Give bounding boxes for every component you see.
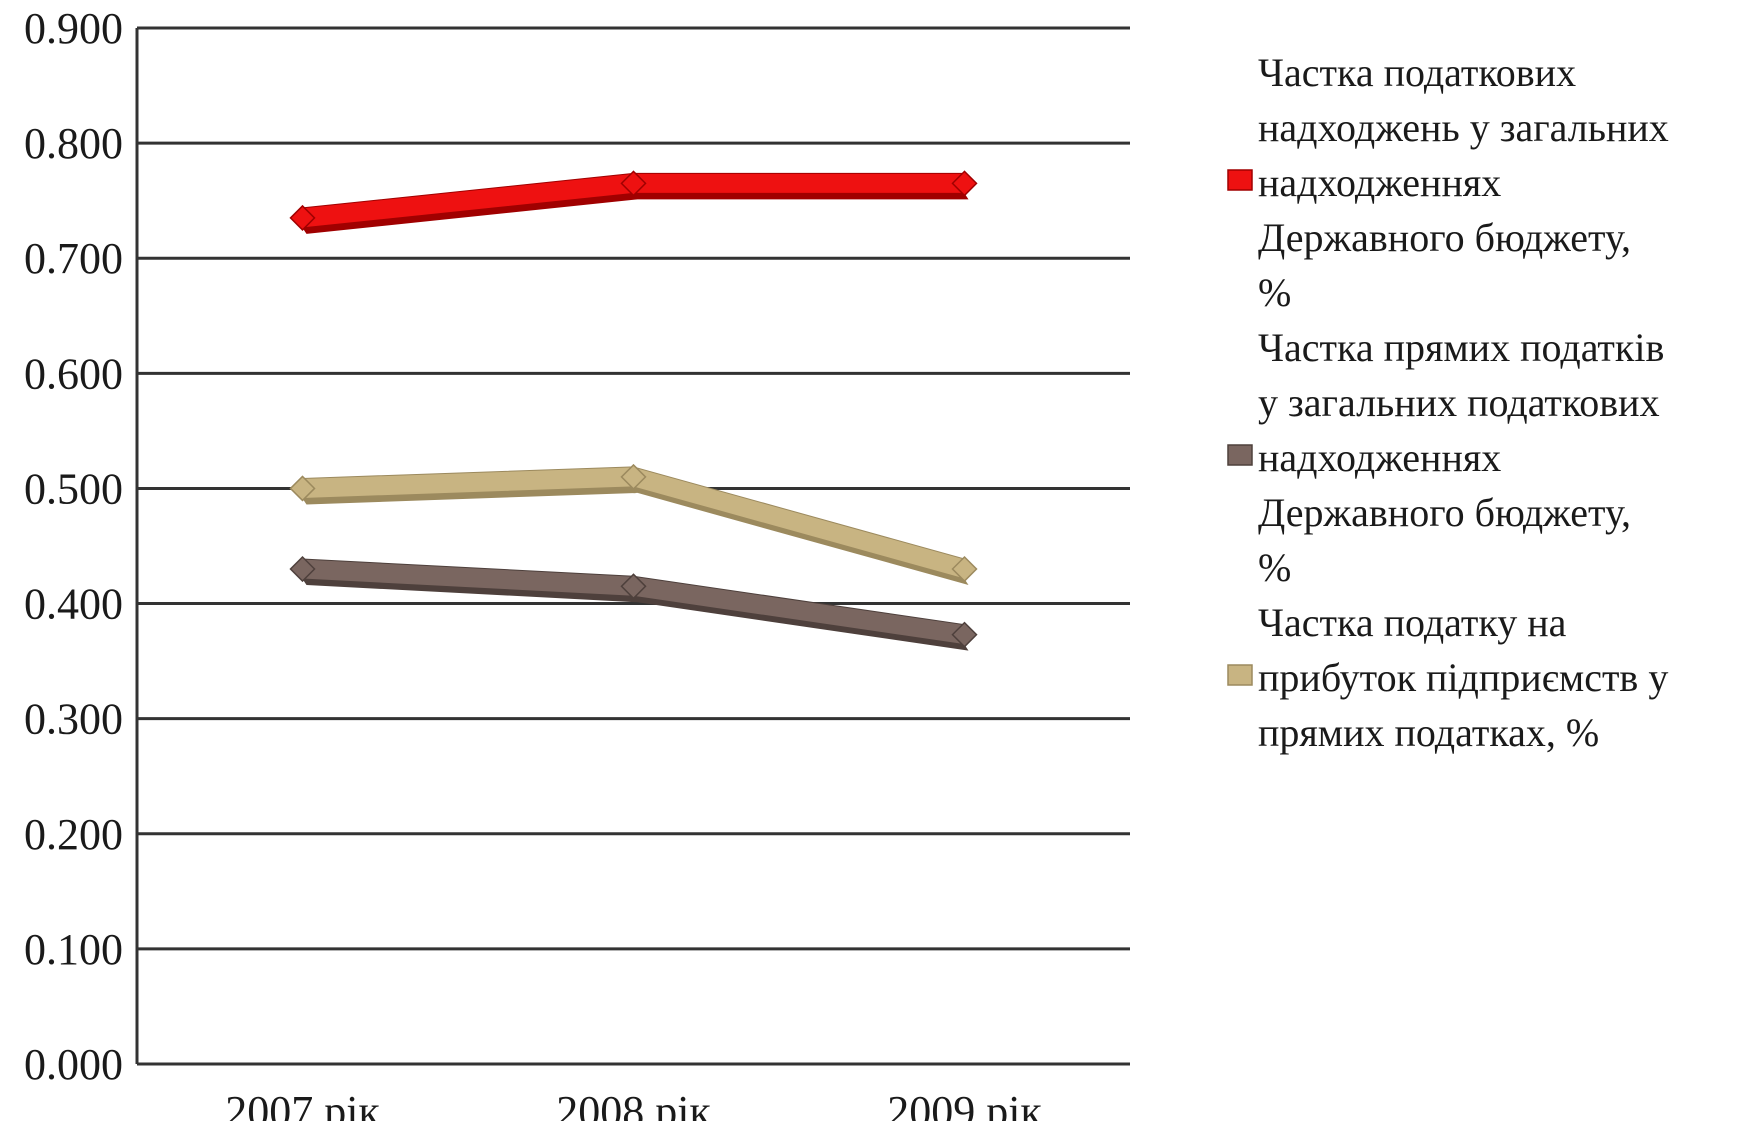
y-tick-labels: 0.000 0.100 0.200 0.300 0.400 0.500 0.600 0.700…	[24, 4, 123, 1089]
data-point	[951, 170, 978, 197]
y-tick-label: 0.400	[24, 580, 123, 629]
series-ribbon-shadow	[302, 579, 969, 651]
series-ribbon-shadow	[302, 486, 969, 586]
series	[289, 170, 978, 651]
y-tick-label: 0.900	[24, 4, 123, 53]
legend-swatch	[1227, 664, 1253, 686]
legend-label: Частка податку на	[1258, 600, 1567, 645]
series-ribbon-shadow	[302, 193, 969, 234]
x-tick-label: 2009 рік	[887, 1087, 1042, 1121]
data-point	[620, 463, 647, 490]
data-point	[289, 555, 316, 583]
legend: Частка податкових надходжень у загальних н…	[1227, 50, 1669, 755]
y-tick-label: 0.700	[24, 234, 123, 283]
data-point	[620, 573, 647, 600]
x-tick-label: 2007 рік	[225, 1087, 380, 1121]
legend-label: у загальних податкових	[1258, 380, 1660, 425]
series-line	[289, 555, 978, 651]
legend-label: прибуток підприємств у	[1258, 655, 1668, 700]
legend-entry: Частка податкових надходжень у загальних н…	[1227, 50, 1669, 315]
legend-entry: Частка податку на прибуток підприємств у п…	[1227, 600, 1668, 755]
axes	[135, 28, 1130, 1066]
y-tick-label: 0.100	[24, 925, 123, 974]
legend-label: прямих податках, %	[1258, 710, 1599, 755]
legend-label: Державного бюджету,	[1258, 215, 1631, 260]
series-line	[289, 170, 978, 234]
y-tick-label: 0.500	[24, 464, 123, 513]
data-point	[951, 555, 978, 583]
legend-label: надходжень у загальних	[1258, 105, 1669, 150]
y-tick-label: 0.000	[24, 1040, 123, 1089]
legend-swatch	[1227, 169, 1253, 191]
legend-label: %	[1258, 270, 1291, 315]
legend-entry: Частка прямих податків у загальних податк…	[1227, 325, 1664, 590]
data-point	[289, 475, 316, 502]
y-tick-label: 0.200	[24, 810, 123, 859]
y-tick-label: 0.600	[24, 349, 123, 398]
y-tick-label: 0.300	[24, 695, 123, 744]
data-point	[951, 621, 978, 648]
series-line	[289, 463, 978, 586]
legend-label: Частка податкових	[1258, 50, 1576, 95]
legend-label: Частка прямих податків	[1258, 325, 1664, 370]
y-tick-label: 0.800	[24, 119, 123, 168]
data-point	[289, 204, 316, 231]
x-tick-label: 2008 рік	[556, 1087, 711, 1121]
legend-label: надходженнях	[1258, 160, 1501, 205]
legend-label: надходженнях	[1258, 435, 1501, 480]
x-tick-labels: 2007 рік 2008 рік 2009 рік	[225, 1087, 1042, 1126]
legend-label: %	[1258, 545, 1291, 590]
legend-swatch	[1227, 444, 1253, 466]
data-point	[620, 170, 647, 197]
legend-label: Державного бюджету,	[1258, 490, 1631, 535]
